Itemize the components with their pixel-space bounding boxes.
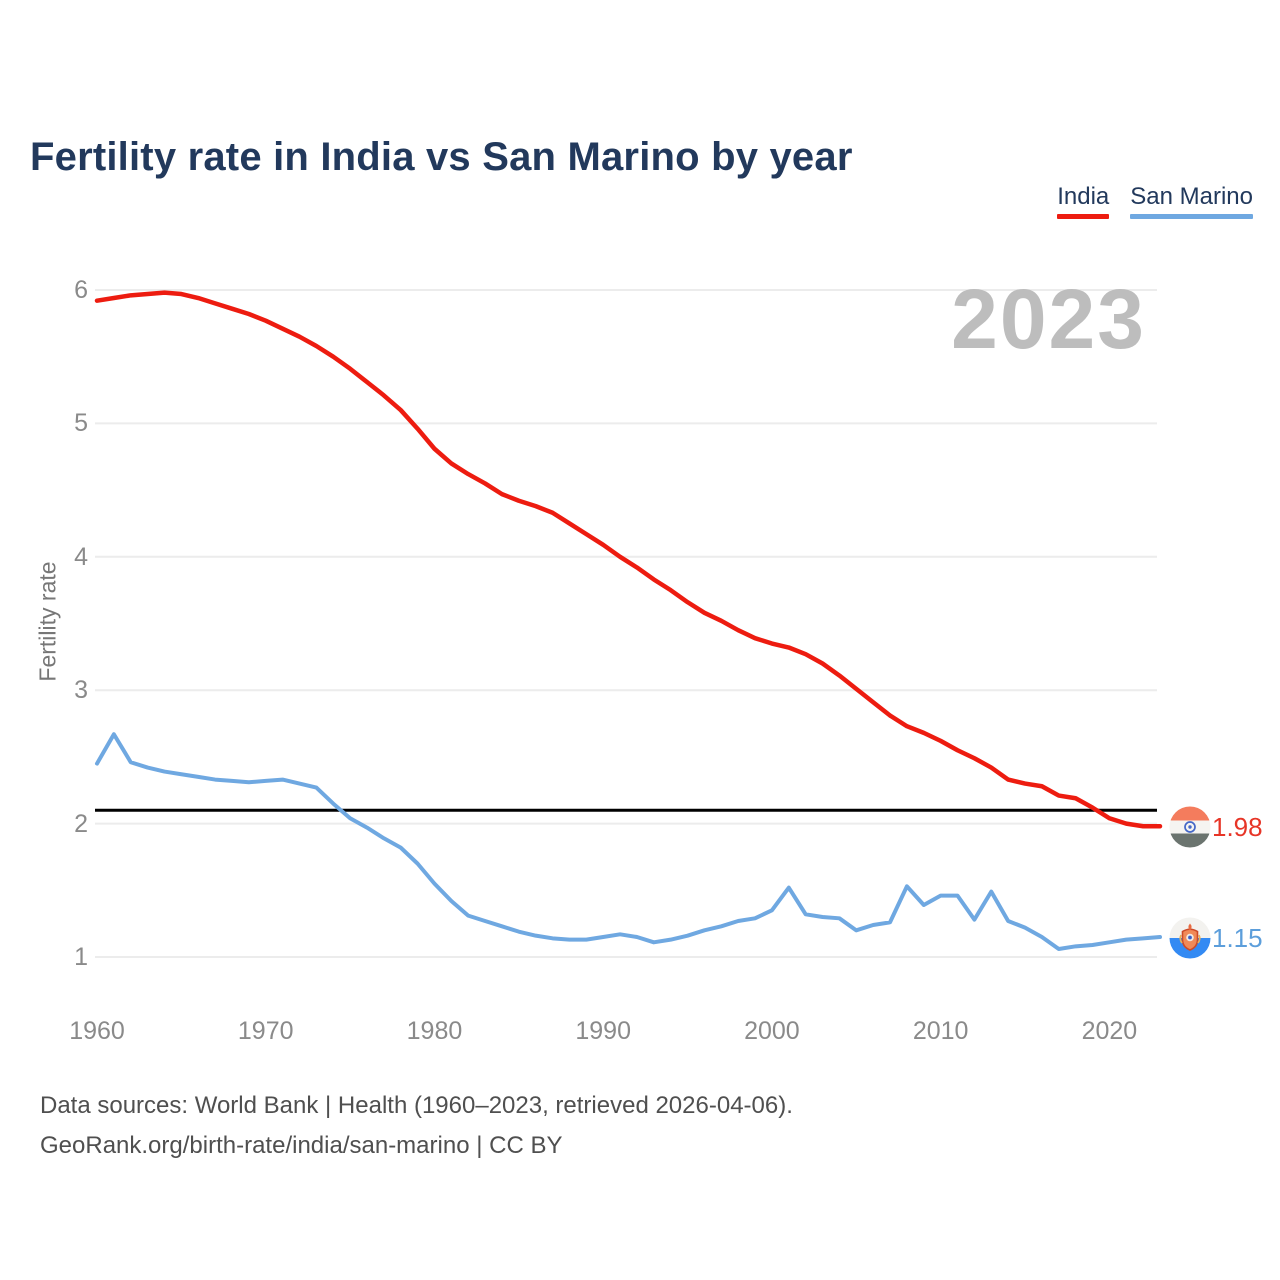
- footer-line-url: GeoRank.org/birth-rate/india/san-marino …: [40, 1132, 563, 1159]
- data-source-attribution: Data sources: World Bank | Health (1960–…: [40, 1086, 793, 1166]
- end-value-san-marino: 1.15: [1212, 923, 1263, 953]
- x-tick-label-1960: 1960: [69, 1017, 125, 1045]
- legend-underline-san-marino: [1130, 214, 1253, 219]
- x-tick-label-1980: 1980: [406, 1017, 463, 1045]
- y-tick-label-1: 1: [74, 943, 88, 971]
- y-tick-label-4: 4: [74, 542, 88, 571]
- x-tick-label-2010: 2010: [912, 1017, 969, 1045]
- india-series-line: [94, 290, 1163, 829]
- end-value-india: 1.98: [1212, 812, 1263, 842]
- page-title: Fertility rate in India vs San Marino by…: [30, 134, 853, 179]
- x-tick-label-2020: 2020: [1081, 1017, 1138, 1045]
- x-tick-label-2000: 2000: [744, 1017, 800, 1045]
- y-tick-label-3: 3: [74, 676, 88, 705]
- legend: India San Marino: [1057, 183, 1253, 219]
- san-marino-series-line: [95, 732, 1162, 951]
- year-watermark: 2023: [951, 272, 1146, 366]
- x-tick-label-1970: 1970: [237, 1017, 294, 1045]
- india-flag-icon: [1169, 806, 1211, 848]
- san-marino-flag-icon: [1169, 917, 1211, 959]
- y-tick-label-2: 2: [74, 809, 88, 838]
- x-tick-label-1990: 1990: [575, 1017, 631, 1045]
- legend-label-india: India: [1057, 183, 1110, 210]
- legend-item-san-marino[interactable]: San Marino: [1130, 183, 1253, 219]
- y-tick-label-6: 6: [74, 276, 88, 304]
- gridlines: [95, 289, 1157, 958]
- series-lines: [94, 290, 1163, 951]
- legend-label-san-marino: San Marino: [1130, 183, 1253, 210]
- y-tick-label-5: 5: [74, 409, 88, 438]
- legend-item-india[interactable]: India: [1057, 183, 1110, 219]
- footer-line-sources: Data sources: World Bank | Health (1960–…: [40, 1092, 793, 1119]
- legend-underline-india: [1057, 214, 1110, 219]
- y-axis-title: Fertility rate: [34, 561, 61, 682]
